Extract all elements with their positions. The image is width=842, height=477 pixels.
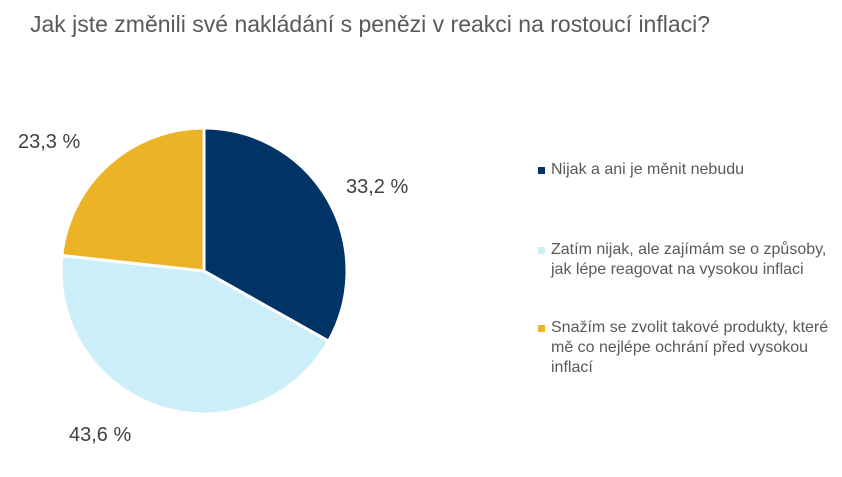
pie-slice-zatim-nijak <box>59 254 331 416</box>
legend-swatch-zatim-nijak <box>538 247 545 254</box>
legend-swatch-nijak <box>538 167 545 174</box>
legend-swatch-snazim-se <box>538 325 545 332</box>
legend-label-zatim-nijak: Zatím nijak, ale zajímám se o způsoby, j… <box>551 241 827 278</box>
slice-label-snazim-se: 23,3 % <box>18 131 81 153</box>
slice-label-nijak: 33,2 % <box>346 176 409 198</box>
legend-item-zatim-nijak: Zatím nijak, ale zajímám se o způsoby, j… <box>538 240 838 280</box>
pie-slice-nijak <box>202 126 349 343</box>
legend-label-snazim-se: Snažím se zvolit takové produkty, které … <box>551 319 829 376</box>
legend-label-nijak: Nijak a ani je měnit nebudu <box>551 161 745 178</box>
slice-label-zatim-nijak: 43,6 % <box>69 424 132 446</box>
chart-title: Jak jste změnili své nakládání s penězi … <box>29 11 711 37</box>
legend-item-nijak: Nijak a ani je měnit nebudu <box>538 160 838 180</box>
legend-item-snazim-se: Snažím se zvolit takové produkty, které … <box>538 318 838 378</box>
pie-slice-snazim-se <box>60 126 206 273</box>
